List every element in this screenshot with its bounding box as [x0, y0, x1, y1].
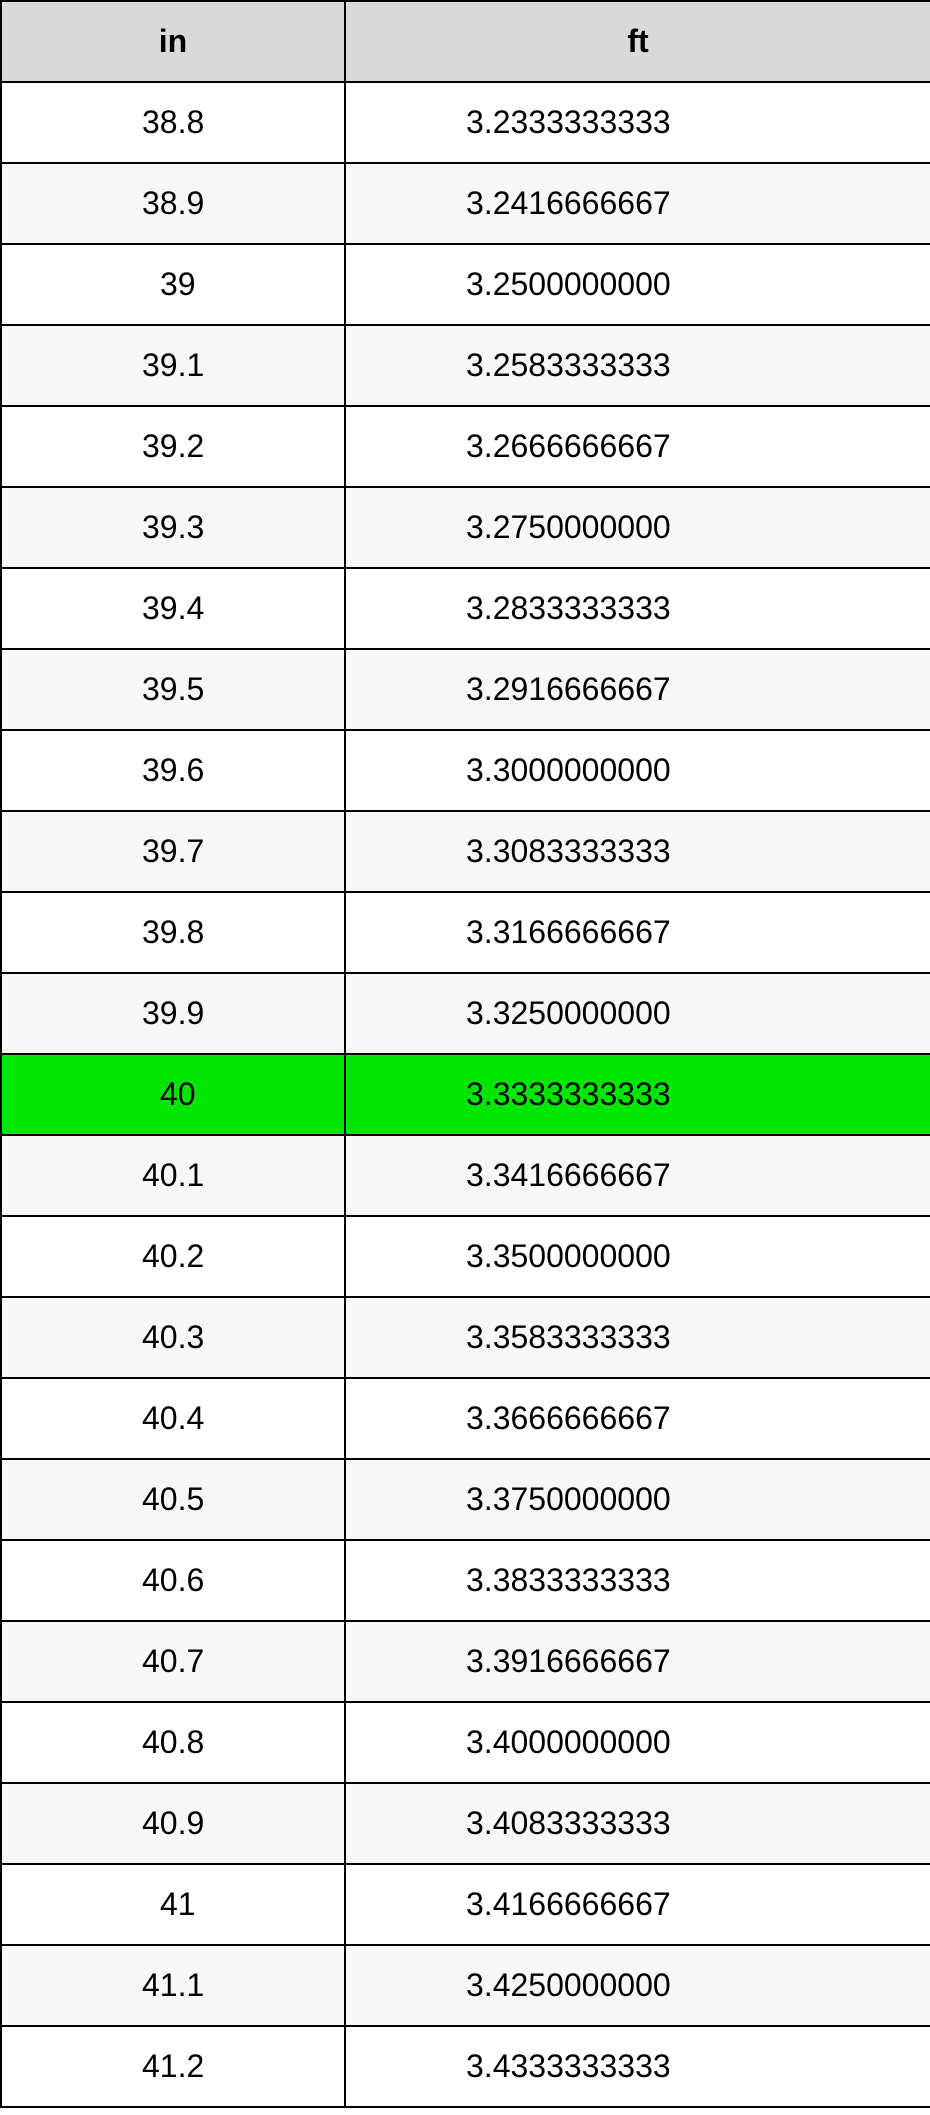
cell-in: 40.2 — [1, 1216, 345, 1297]
cell-ft: 3.3916666667 — [345, 1621, 930, 1702]
cell-in: 40.9 — [1, 1783, 345, 1864]
cell-ft: 3.3250000000 — [345, 973, 930, 1054]
table-row: 40.83.4000000000 — [1, 1702, 930, 1783]
cell-in: 39.3 — [1, 487, 345, 568]
cell-ft: 3.3750000000 — [345, 1459, 930, 1540]
table-body: 38.83.233333333338.93.2416666667393.2500… — [1, 82, 930, 2107]
col-header-in: in — [1, 1, 345, 82]
cell-ft: 3.3083333333 — [345, 811, 930, 892]
cell-in: 40.4 — [1, 1378, 345, 1459]
cell-in: 40.1 — [1, 1135, 345, 1216]
cell-ft: 3.4250000000 — [345, 1945, 930, 2026]
conversion-table: in ft 38.83.233333333338.93.241666666739… — [0, 0, 930, 2108]
table-row: 403.3333333333 — [1, 1054, 930, 1135]
cell-ft: 3.2416666667 — [345, 163, 930, 244]
table-row: 39.93.3250000000 — [1, 973, 930, 1054]
table-row: 40.53.3750000000 — [1, 1459, 930, 1540]
cell-in: 38.8 — [1, 82, 345, 163]
cell-ft: 3.2583333333 — [345, 325, 930, 406]
cell-in: 40 — [1, 1054, 345, 1135]
cell-ft: 3.3416666667 — [345, 1135, 930, 1216]
cell-ft: 3.3583333333 — [345, 1297, 930, 1378]
table-row: 40.73.3916666667 — [1, 1621, 930, 1702]
cell-ft: 3.3500000000 — [345, 1216, 930, 1297]
table-row: 40.13.3416666667 — [1, 1135, 930, 1216]
cell-in: 39.2 — [1, 406, 345, 487]
cell-in: 39.6 — [1, 730, 345, 811]
cell-in: 39.1 — [1, 325, 345, 406]
cell-ft: 3.3166666667 — [345, 892, 930, 973]
table-row: 39.73.3083333333 — [1, 811, 930, 892]
table-row: 393.2500000000 — [1, 244, 930, 325]
cell-ft: 3.4333333333 — [345, 2026, 930, 2107]
cell-in: 40.5 — [1, 1459, 345, 1540]
cell-in: 39.8 — [1, 892, 345, 973]
cell-ft: 3.2916666667 — [345, 649, 930, 730]
table-row: 40.23.3500000000 — [1, 1216, 930, 1297]
cell-in: 39 — [1, 244, 345, 325]
table-row: 40.63.3833333333 — [1, 1540, 930, 1621]
cell-in: 41.2 — [1, 2026, 345, 2107]
cell-in: 40.6 — [1, 1540, 345, 1621]
cell-in: 39.5 — [1, 649, 345, 730]
cell-ft: 3.4000000000 — [345, 1702, 930, 1783]
table-row: 39.53.2916666667 — [1, 649, 930, 730]
table-row: 40.43.3666666667 — [1, 1378, 930, 1459]
cell-in: 40.3 — [1, 1297, 345, 1378]
table-row: 39.13.2583333333 — [1, 325, 930, 406]
table-row: 38.93.2416666667 — [1, 163, 930, 244]
table-row: 39.83.3166666667 — [1, 892, 930, 973]
cell-ft: 3.3333333333 — [345, 1054, 930, 1135]
cell-ft: 3.2750000000 — [345, 487, 930, 568]
cell-in: 41 — [1, 1864, 345, 1945]
table-row: 39.33.2750000000 — [1, 487, 930, 568]
cell-in: 40.8 — [1, 1702, 345, 1783]
table-row: 40.93.4083333333 — [1, 1783, 930, 1864]
table-row: 39.43.2833333333 — [1, 568, 930, 649]
table-row: 39.63.3000000000 — [1, 730, 930, 811]
table-header-row: in ft — [1, 1, 930, 82]
table-row: 39.23.2666666667 — [1, 406, 930, 487]
cell-ft: 3.4166666667 — [345, 1864, 930, 1945]
table-row: 413.4166666667 — [1, 1864, 930, 1945]
cell-in: 39.7 — [1, 811, 345, 892]
cell-ft: 3.2666666667 — [345, 406, 930, 487]
table-row: 40.33.3583333333 — [1, 1297, 930, 1378]
table-row: 38.83.2333333333 — [1, 82, 930, 163]
cell-ft: 3.2333333333 — [345, 82, 930, 163]
cell-in: 39.9 — [1, 973, 345, 1054]
cell-in: 41.1 — [1, 1945, 345, 2026]
cell-in: 40.7 — [1, 1621, 345, 1702]
table-row: 41.23.4333333333 — [1, 2026, 930, 2107]
table-row: 41.13.4250000000 — [1, 1945, 930, 2026]
col-header-ft: ft — [345, 1, 930, 82]
cell-ft: 3.3833333333 — [345, 1540, 930, 1621]
cell-ft: 3.3666666667 — [345, 1378, 930, 1459]
cell-in: 38.9 — [1, 163, 345, 244]
cell-ft: 3.3000000000 — [345, 730, 930, 811]
cell-ft: 3.4083333333 — [345, 1783, 930, 1864]
cell-in: 39.4 — [1, 568, 345, 649]
cell-ft: 3.2500000000 — [345, 244, 930, 325]
cell-ft: 3.2833333333 — [345, 568, 930, 649]
